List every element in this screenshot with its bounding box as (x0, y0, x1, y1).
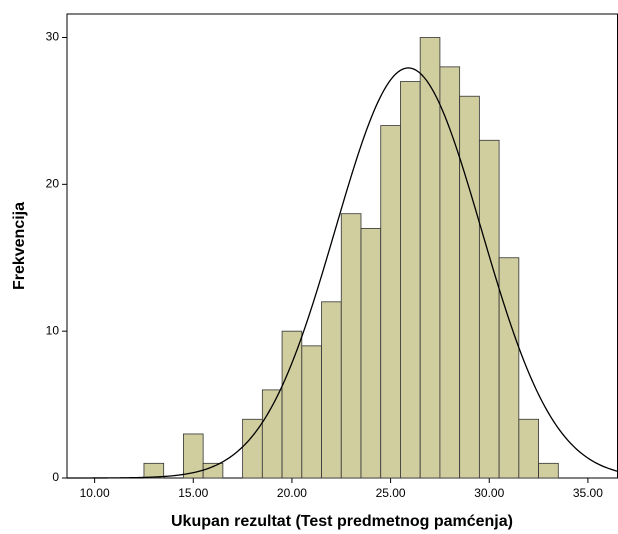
x-tick-label: 35.00 (573, 486, 603, 500)
bar (459, 95, 480, 479)
bar (143, 462, 165, 479)
normal-curve (67, 67, 618, 479)
x-tick-label: 15.00 (178, 486, 208, 500)
x-axis-label: Ukupan rezultat (Test predmetnog pamćenj… (171, 513, 513, 530)
bar (498, 257, 520, 479)
bar (183, 433, 204, 479)
bar (242, 418, 263, 479)
bar (400, 81, 421, 479)
x-tick-label: 25.00 (376, 486, 406, 500)
bar (281, 330, 303, 479)
bar (478, 139, 500, 479)
y-tick-label: 0 (52, 470, 59, 484)
bar (301, 345, 322, 479)
y-tick-label: 30 (46, 30, 60, 44)
x-tick-label: 20.00 (277, 486, 307, 500)
bar (261, 389, 283, 479)
bar (202, 462, 224, 479)
bar (321, 301, 342, 479)
y-tick-label: 10 (46, 323, 60, 337)
x-tick-label: 30.00 (474, 486, 504, 500)
y-tick-label: 20 (46, 177, 60, 191)
bar (380, 125, 401, 479)
y-axis-label: Frekvencija (11, 202, 28, 290)
bar (340, 213, 362, 479)
bar (360, 227, 382, 479)
x-tick-label: 10.00 (80, 486, 110, 500)
bar (419, 37, 441, 479)
bar (518, 418, 539, 479)
bar (538, 462, 559, 479)
